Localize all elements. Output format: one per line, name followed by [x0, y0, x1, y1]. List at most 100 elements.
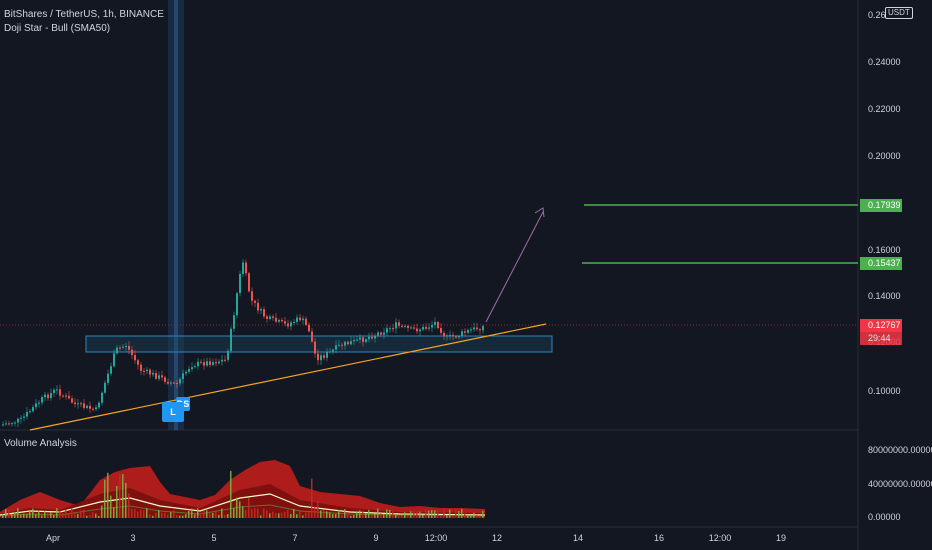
candle-body: [440, 328, 442, 333]
candle-body: [95, 407, 97, 410]
volume-bar: [149, 514, 151, 518]
currency-badge[interactable]: USDT: [885, 7, 913, 19]
last-price-tag[interactable]: 0.12767: [860, 319, 902, 332]
volume-bar: [287, 510, 289, 518]
volume-bar: [44, 510, 46, 518]
candle-body: [110, 366, 112, 374]
price-tick: 0.16000: [868, 245, 901, 255]
volume-bar: [377, 508, 379, 518]
candle-body: [413, 327, 415, 329]
volume-bar: [119, 473, 121, 518]
volume-bar: [89, 514, 91, 518]
candle-body: [17, 418, 19, 423]
candle-body: [245, 262, 247, 274]
time-tick: 9: [373, 533, 379, 543]
volume-bar: [227, 514, 229, 518]
candle-body: [332, 349, 334, 352]
time-tick: 14: [572, 533, 584, 543]
volume-bar: [5, 508, 7, 518]
volume-bar: [215, 511, 217, 518]
volume-bar: [362, 510, 364, 518]
candle-body: [209, 361, 211, 365]
candle-body: [287, 323, 289, 327]
ascending-trendline[interactable]: [29, 323, 547, 431]
projection-arrow-head: [534, 207, 545, 218]
candle-body: [341, 344, 343, 346]
volume-bar: [122, 474, 124, 518]
candlestick-series[interactable]: [2, 258, 484, 428]
volume-pane-title[interactable]: Volume Analysis: [4, 438, 77, 449]
candle-body: [275, 317, 277, 322]
volume-bar: [197, 508, 199, 518]
volume-bar: [299, 510, 301, 518]
volume-bar: [17, 508, 19, 518]
volume-bar: [107, 472, 109, 518]
volume-bar: [272, 511, 274, 518]
candle-body: [113, 353, 115, 367]
volume-bar: [113, 507, 115, 518]
candle-body: [11, 423, 13, 425]
indicator-title[interactable]: Doji Star - Bull (SMA50): [4, 23, 111, 34]
volume-bar: [161, 512, 163, 518]
volume-bar: [296, 514, 298, 518]
volume-bar: [365, 513, 367, 518]
volume-bar: [326, 511, 328, 518]
time-tick: 19: [775, 533, 787, 543]
candle-body: [179, 379, 181, 384]
candle-body: [26, 412, 28, 417]
candle-body: [227, 350, 229, 360]
volume-bar: [83, 509, 85, 518]
volume-bar: [263, 508, 265, 518]
candle-body: [398, 322, 400, 326]
volume-bar: [110, 495, 112, 518]
volume-bar: [77, 513, 79, 518]
candle-body: [281, 320, 283, 322]
price-tick: 0.14000: [868, 291, 901, 301]
volume-bar: [230, 470, 232, 518]
volume-bar: [74, 512, 76, 518]
candle-body: [146, 369, 148, 372]
volume-bar: [128, 493, 130, 518]
volume-bar: [374, 513, 376, 518]
candle-body: [311, 331, 313, 342]
volume-bar: [125, 482, 127, 518]
volume-bar: [356, 512, 358, 518]
volume-bar: [269, 513, 271, 518]
candle-body: [290, 322, 292, 327]
volume-bar: [173, 510, 175, 518]
volume-bar: [419, 511, 421, 518]
volume-bar: [23, 513, 25, 518]
candle-body: [305, 318, 307, 325]
volume-bar: [347, 514, 349, 518]
candle-body: [233, 315, 235, 329]
candle-body: [164, 377, 166, 382]
volume-bar: [239, 501, 241, 518]
symbol-title[interactable]: BitShares / TetherUS, 1h, BINANCE: [4, 9, 164, 20]
candle-body: [35, 403, 37, 408]
volume-bar: [407, 514, 409, 518]
candle-body: [248, 273, 250, 292]
volume-bar: [332, 514, 334, 518]
volume-bar: [314, 506, 316, 518]
volume-bar: [440, 515, 442, 518]
target-price-tag-1[interactable]: 0.17939: [860, 199, 902, 212]
price-tick: 0.20000: [868, 151, 901, 161]
candle-body: [104, 382, 106, 393]
volume-bar: [392, 511, 394, 518]
candle-body: [194, 366, 196, 368]
support-zone[interactable]: [85, 335, 553, 353]
candle-body: [161, 375, 163, 378]
volume-bar: [443, 508, 445, 518]
volume-bar: [116, 485, 118, 518]
volume-bar: [413, 511, 415, 518]
target-price-tag-2[interactable]: 0.15437: [860, 257, 902, 270]
candle-body: [293, 321, 295, 323]
candle-body: [350, 341, 352, 345]
projection-arrow-line[interactable]: [485, 211, 544, 323]
volume-bar: [194, 514, 196, 518]
volume-bar: [410, 511, 412, 518]
candle-body: [452, 334, 454, 337]
pattern-marker-l[interactable]: L: [162, 402, 184, 422]
